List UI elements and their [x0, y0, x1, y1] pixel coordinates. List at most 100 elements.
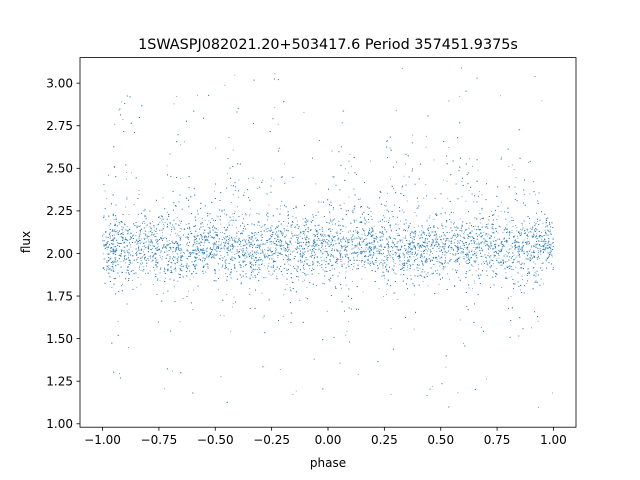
data-point: [442, 179, 444, 181]
data-point: [341, 241, 343, 243]
data-point: [155, 242, 157, 244]
data-point: [150, 234, 152, 236]
data-point: [309, 245, 311, 247]
data-point: [229, 240, 231, 242]
data-point: [297, 279, 299, 281]
data-point: [425, 183, 427, 185]
data-point: [441, 225, 443, 227]
data-point: [153, 254, 155, 256]
data-point: [115, 257, 117, 259]
data-point: [410, 275, 412, 277]
data-point: [464, 231, 466, 233]
data-point: [125, 206, 127, 208]
data-point: [280, 205, 281, 207]
data-point: [427, 248, 429, 250]
data-point: [434, 256, 436, 258]
data-point: [173, 285, 175, 287]
data-points: [102, 67, 554, 408]
data-point: [395, 109, 397, 111]
data-point: [521, 275, 523, 277]
data-point: [132, 235, 134, 237]
data-point: [336, 263, 338, 264]
data-point: [396, 253, 397, 255]
data-point: [254, 252, 256, 254]
data-point: [128, 241, 130, 243]
data-point: [394, 292, 396, 294]
data-point: [433, 227, 435, 229]
data-point: [330, 265, 332, 267]
data-point: [363, 241, 365, 243]
data-point: [462, 237, 464, 239]
data-point: [337, 258, 339, 260]
data-point: [305, 263, 307, 265]
data-point: [114, 123, 116, 125]
data-point: [404, 248, 406, 249]
data-point: [126, 196, 128, 198]
data-point: [236, 271, 238, 273]
data-point: [506, 224, 508, 226]
data-point: [400, 220, 401, 222]
data-point: [481, 232, 482, 234]
data-point: [510, 244, 512, 246]
data-point: [313, 262, 315, 264]
data-point: [320, 201, 322, 203]
data-point: [528, 271, 529, 273]
data-point: [306, 247, 308, 249]
data-point: [509, 248, 511, 250]
data-point: [388, 236, 390, 238]
data-point: [231, 251, 233, 253]
data-point: [177, 244, 179, 245]
data-point: [312, 267, 313, 269]
data-point: [180, 222, 182, 224]
data-point: [468, 158, 470, 160]
data-point: [534, 263, 536, 265]
data-point: [313, 239, 315, 241]
data-point: [220, 314, 222, 316]
data-point: [458, 235, 459, 237]
data-point: [217, 246, 218, 247]
data-point: [271, 236, 273, 238]
data-point: [386, 193, 388, 195]
data-point: [505, 276, 507, 278]
data-point: [338, 272, 340, 274]
data-point: [238, 231, 240, 232]
data-point: [540, 267, 541, 269]
data-point: [536, 270, 538, 272]
data-point: [414, 261, 416, 263]
data-point: [500, 211, 502, 212]
data-point: [284, 249, 286, 251]
data-point: [351, 241, 353, 243]
data-point: [533, 261, 534, 263]
data-point: [206, 239, 208, 241]
data-point: [222, 247, 224, 249]
data-point: [426, 253, 428, 255]
data-point: [162, 247, 163, 249]
data-point: [487, 235, 489, 237]
data-point: [458, 277, 460, 279]
data-point: [203, 232, 204, 234]
data-point: [455, 272, 457, 274]
data-point: [270, 274, 272, 276]
data-point: [413, 328, 415, 330]
data-point: [454, 285, 456, 287]
data-point: [154, 239, 156, 241]
data-point: [536, 232, 538, 234]
data-point: [338, 258, 340, 260]
data-point: [427, 245, 429, 247]
data-point: [481, 194, 483, 196]
data-point: [215, 249, 217, 251]
data-point: [268, 273, 270, 275]
data-point: [267, 246, 269, 248]
data-point: [156, 228, 158, 229]
data-point: [223, 213, 225, 215]
data-point: [442, 227, 444, 229]
data-point: [183, 265, 185, 267]
data-point: [531, 228, 533, 230]
data-point: [220, 232, 221, 234]
data-point: [154, 253, 155, 255]
data-point: [162, 197, 164, 199]
data-point: [245, 239, 247, 241]
data-point: [112, 252, 114, 254]
data-point: [267, 253, 269, 255]
data-point: [283, 245, 284, 246]
